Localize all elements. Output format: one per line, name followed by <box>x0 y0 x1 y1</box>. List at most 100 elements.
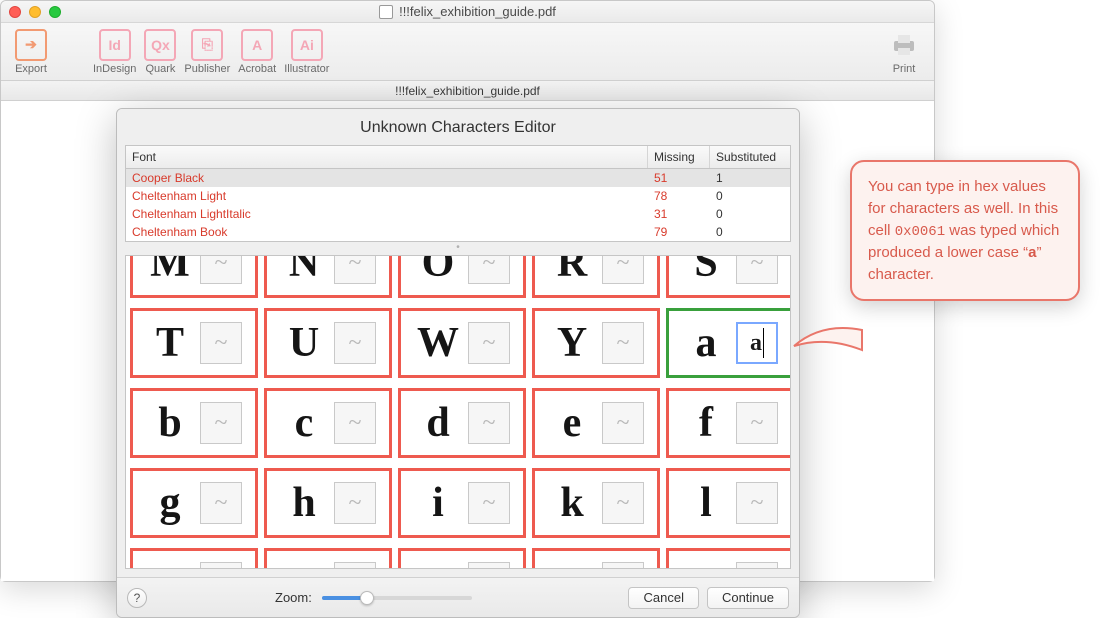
font-row[interactable]: Cheltenham Book790 <box>126 223 790 241</box>
character-cell[interactable]: O~ <box>398 255 526 298</box>
character-cell[interactable]: R~ <box>532 255 660 298</box>
substitute-input[interactable]: ~ <box>334 255 376 284</box>
character-cell[interactable]: c~ <box>264 388 392 458</box>
character-cell[interactable] <box>398 548 526 569</box>
source-glyph: U <box>280 319 328 367</box>
cancel-button[interactable]: Cancel <box>628 587 698 609</box>
source-glyph: R <box>548 255 596 287</box>
toolbar-acrobat[interactable]: A Acrobat <box>238 29 276 75</box>
font-substituted: 0 <box>710 223 790 241</box>
character-cell[interactable]: aa <box>666 308 791 378</box>
substitute-input[interactable]: ~ <box>334 482 376 524</box>
toolbar-illustrator[interactable]: AiIllustrator <box>284 29 329 75</box>
font-table: Font Missing Substituted Cooper Black511… <box>125 145 791 242</box>
window-title-text: !!!felix_exhibition_guide.pdf <box>399 4 556 19</box>
toolbar-indesign[interactable]: IdInDesign <box>93 29 136 75</box>
toolbar-print[interactable]: Print <box>888 29 920 75</box>
substitute-input[interactable]: ~ <box>200 482 242 524</box>
font-substituted: 0 <box>710 187 790 205</box>
substitute-input[interactable] <box>468 562 510 569</box>
substitute-input[interactable] <box>334 562 376 569</box>
zoom-slider-thumb[interactable] <box>360 591 374 605</box>
substitute-input[interactable]: ~ <box>602 482 644 524</box>
character-cell[interactable]: Y~ <box>532 308 660 378</box>
toolbar-label: Publisher <box>184 63 230 75</box>
source-glyph: M <box>146 255 194 287</box>
dialog-footer: ? Zoom: Cancel Continue <box>117 577 799 617</box>
print-icon <box>888 29 920 61</box>
substitute-input[interactable]: ~ <box>602 255 644 284</box>
unknown-characters-dialog: Unknown Characters Editor Font Missing S… <box>116 108 800 618</box>
substitute-input[interactable]: ~ <box>468 482 510 524</box>
character-cell[interactable]: T~ <box>130 308 258 378</box>
character-cell[interactable]: d~ <box>398 388 526 458</box>
zoom-label: Zoom: <box>275 590 312 605</box>
quark-icon: Qx <box>144 29 176 61</box>
source-glyph: a <box>682 319 730 367</box>
character-cell[interactable] <box>264 548 392 569</box>
font-row[interactable]: Cheltenham LightItalic310 <box>126 205 790 223</box>
zoom-control: Zoom: <box>275 590 472 605</box>
toolbar-export[interactable]: ➔Export <box>15 29 47 75</box>
document-tab-bar: !!!felix_exhibition_guide.pdf <box>1 81 934 101</box>
character-cell[interactable]: h~ <box>264 468 392 538</box>
toolbar-quark[interactable]: QxQuark <box>144 29 176 75</box>
substitute-input[interactable] <box>736 562 778 569</box>
character-cell[interactable]: f~ <box>666 388 791 458</box>
font-row[interactable]: Cheltenham Light780 <box>126 187 790 205</box>
font-name: Cooper Black <box>126 169 648 187</box>
substitute-input[interactable] <box>200 562 242 569</box>
character-cell[interactable]: U~ <box>264 308 392 378</box>
character-cell[interactable]: S~ <box>666 255 791 298</box>
source-glyph: g <box>146 479 194 527</box>
font-missing: 78 <box>648 187 710 205</box>
col-font[interactable]: Font <box>126 146 648 168</box>
substitute-input[interactable]: ~ <box>468 255 510 284</box>
character-cell[interactable] <box>532 548 660 569</box>
substitute-input[interactable]: ~ <box>334 402 376 444</box>
character-cell[interactable]: M~ <box>130 255 258 298</box>
character-cell[interactable]: N~ <box>264 255 392 298</box>
character-cell[interactable]: e~ <box>532 388 660 458</box>
toolbar-label: Acrobat <box>238 63 276 75</box>
source-glyph: b <box>146 399 194 447</box>
substitute-input[interactable]: ~ <box>736 482 778 524</box>
character-cell[interactable] <box>130 548 258 569</box>
acrobat-icon: A <box>241 29 273 61</box>
substitute-input[interactable]: ~ <box>736 255 778 284</box>
document-tab[interactable]: !!!felix_exhibition_guide.pdf <box>395 84 540 98</box>
source-glyph: O <box>414 255 462 287</box>
continue-button[interactable]: Continue <box>707 587 789 609</box>
resize-handle[interactable]: • <box>117 242 799 255</box>
zoom-slider[interactable] <box>322 596 472 600</box>
substitute-input[interactable]: a <box>736 322 778 364</box>
source-glyph: f <box>682 399 730 447</box>
substitute-input[interactable]: ~ <box>200 322 242 364</box>
font-row[interactable]: Cooper Black511 <box>126 169 790 187</box>
toolbar-label: InDesign <box>93 63 136 75</box>
toolbar-publisher[interactable]: ⎘Publisher <box>184 29 230 75</box>
col-missing[interactable]: Missing <box>648 146 710 168</box>
substitute-input[interactable]: ~ <box>334 322 376 364</box>
character-cell[interactable]: W~ <box>398 308 526 378</box>
substitute-input[interactable]: ~ <box>200 402 242 444</box>
substitute-input[interactable]: ~ <box>736 402 778 444</box>
toolbar: ➔Export IdInDesignQxQuark⎘Publisher A Acrob… <box>1 23 934 81</box>
col-substituted[interactable]: Substituted <box>710 146 790 168</box>
export-icon: ➔ <box>15 29 47 61</box>
source-glyph: c <box>280 399 328 447</box>
substitute-input[interactable]: ~ <box>200 255 242 284</box>
character-cell[interactable]: g~ <box>130 468 258 538</box>
character-cell[interactable]: i~ <box>398 468 526 538</box>
substitute-input[interactable]: ~ <box>602 322 644 364</box>
substitute-input[interactable]: ~ <box>468 322 510 364</box>
character-cell[interactable]: k~ <box>532 468 660 538</box>
character-cell[interactable]: b~ <box>130 388 258 458</box>
substitute-input[interactable]: ~ <box>602 402 644 444</box>
substitute-input[interactable]: ~ <box>468 402 510 444</box>
substitute-input[interactable] <box>602 562 644 569</box>
source-glyph: N <box>280 255 328 287</box>
character-cell[interactable]: l~ <box>666 468 791 538</box>
dialog-title: Unknown Characters Editor <box>117 109 799 145</box>
character-cell[interactable] <box>666 548 791 569</box>
